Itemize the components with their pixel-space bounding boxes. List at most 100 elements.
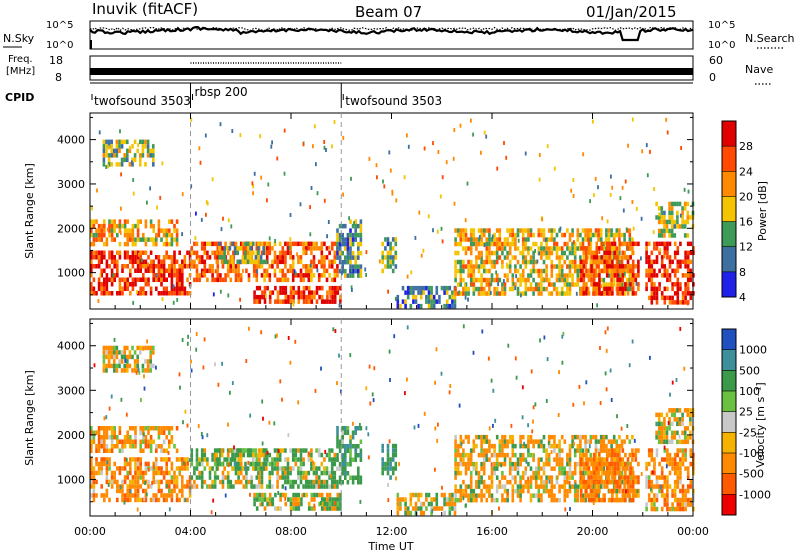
echo-cell xyxy=(134,237,137,242)
echo-cell xyxy=(453,510,457,516)
echo-cell xyxy=(585,461,588,467)
echo-cell xyxy=(404,391,406,396)
echo-cell xyxy=(475,241,478,247)
echo-cell xyxy=(330,264,334,269)
echo-cell xyxy=(186,457,189,462)
echo-cell xyxy=(112,273,115,278)
echo-cell xyxy=(268,475,272,480)
echo-cell xyxy=(141,363,145,369)
echo-cell xyxy=(399,501,402,507)
echo-cell xyxy=(668,484,672,489)
echo-cell xyxy=(598,273,601,278)
echo-cell xyxy=(352,421,354,426)
echo-cell xyxy=(118,255,122,260)
echo-cell xyxy=(585,479,588,485)
echo-cell xyxy=(250,479,253,485)
echo-cell xyxy=(459,282,463,287)
echo-cell xyxy=(603,479,606,485)
echo-cell xyxy=(645,479,648,485)
echo-cell xyxy=(320,452,324,458)
echo-cell xyxy=(246,241,250,247)
echo-cell xyxy=(200,246,204,251)
echo-cell xyxy=(289,501,293,507)
echo-cell xyxy=(200,241,204,247)
echo-cell xyxy=(566,452,569,458)
echo-cell xyxy=(134,475,137,480)
echo-cell xyxy=(676,277,680,283)
echo-cell xyxy=(556,475,559,480)
echo-cell xyxy=(116,439,119,444)
echo-cell xyxy=(684,255,687,260)
echo-cell xyxy=(155,493,158,498)
echo-cell xyxy=(149,350,152,355)
echo-cell xyxy=(665,228,669,234)
echo-cell xyxy=(542,443,546,449)
echo-cell xyxy=(605,466,609,471)
echo-cell xyxy=(152,493,155,498)
echo-cell xyxy=(454,241,457,247)
echo-cell xyxy=(595,470,599,476)
echo-cell xyxy=(302,246,305,251)
echo-cell xyxy=(123,139,126,145)
echo-cell xyxy=(524,277,528,283)
echo-cell xyxy=(490,282,493,287)
echo-cell xyxy=(480,228,483,233)
echo-cell xyxy=(120,139,124,145)
echo-cell xyxy=(317,479,321,485)
echo-cell xyxy=(579,268,583,274)
echo-cell xyxy=(613,255,617,260)
echo-cell xyxy=(214,362,216,367)
echo-cell xyxy=(302,264,305,269)
echo-cell xyxy=(291,264,295,269)
echo-cell xyxy=(508,268,512,274)
echo-cell xyxy=(666,457,669,462)
echo-cell xyxy=(534,282,538,287)
echo-cell xyxy=(200,217,203,222)
echo-cell xyxy=(271,457,274,462)
echo-cell xyxy=(297,492,301,498)
echo-cell xyxy=(545,286,548,292)
echo-cell xyxy=(146,345,150,351)
echo-cell xyxy=(663,475,667,480)
echo-cell xyxy=(660,215,664,220)
echo-cell xyxy=(482,264,486,269)
echo-cell xyxy=(126,241,129,247)
echo-cell xyxy=(453,501,457,507)
echo-cell xyxy=(313,506,316,511)
echo-cell xyxy=(555,479,559,485)
echo-cell xyxy=(592,232,595,238)
echo-cell xyxy=(341,223,344,229)
echo-cell xyxy=(568,232,572,238)
echo-cell xyxy=(341,444,344,449)
echo-cell xyxy=(215,452,219,458)
echo-cell xyxy=(686,408,690,413)
echo-cell xyxy=(480,256,483,261)
echo-cell xyxy=(274,506,277,511)
echo-cell xyxy=(681,210,684,216)
echo-cell xyxy=(297,285,301,291)
echo-cell xyxy=(129,426,132,431)
echo-cell xyxy=(511,488,515,494)
echo-cell xyxy=(631,497,635,503)
cpid-mode-label: twofsound 3503 xyxy=(345,94,442,108)
echo-cell xyxy=(624,479,627,485)
echo-cell xyxy=(338,223,342,229)
echo-cell xyxy=(97,448,101,453)
echo-cell xyxy=(613,448,617,453)
echo-cell xyxy=(118,470,122,476)
echo-cell xyxy=(102,359,106,364)
echo-cell xyxy=(676,452,680,458)
echo-cell xyxy=(437,422,439,427)
echo-cell xyxy=(162,457,166,462)
echo-cell xyxy=(663,497,667,503)
echo-cell xyxy=(168,488,171,494)
echo-cell xyxy=(676,448,680,453)
echo-cell xyxy=(679,264,682,269)
echo-cell xyxy=(602,434,606,440)
echo-cell xyxy=(655,300,659,305)
echo-cell xyxy=(249,448,252,453)
echo-cell xyxy=(582,277,586,283)
echo-cell xyxy=(115,354,119,360)
echo-cell xyxy=(113,359,116,364)
echo-cell xyxy=(498,237,502,242)
